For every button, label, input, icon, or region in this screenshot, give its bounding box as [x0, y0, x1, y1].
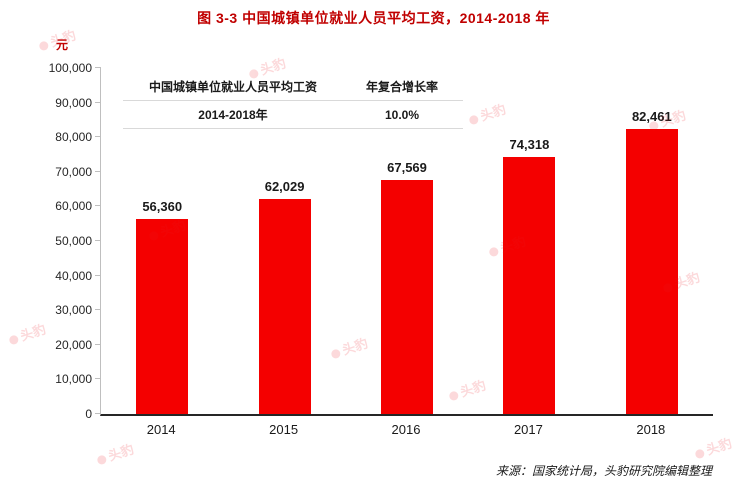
bar-slot: 62,029 [223, 68, 345, 414]
y-tick-mark [95, 274, 101, 276]
bar-value-label: 67,569 [387, 160, 427, 176]
x-axis-label: 2016 [391, 422, 421, 437]
leopard-logo-icon [96, 454, 108, 466]
x-axis-label: 2014 [146, 422, 176, 437]
y-tick-label: 100,000 [48, 61, 92, 75]
y-tick-mark [95, 101, 101, 103]
y-axis-tick-labels: 0 10,000 20,000 30,000 40,000 50,000 60,000 70,… [0, 61, 92, 421]
bar-2018 [625, 128, 678, 414]
bar-value-label: 82,461 [631, 108, 672, 124]
bar-slot: 82,461 [591, 68, 713, 414]
bar-value-label: 62,029 [264, 179, 305, 195]
y-tick-label: 40,000 [55, 268, 92, 283]
brand-watermark: 头豹 [692, 433, 734, 463]
x-axis-label: 2017 [513, 422, 543, 437]
legend-table: 中国城镇单位就业人员平均工资 年复合增长率 2014-2018年 10.0% [123, 73, 463, 129]
y-tick-mark [95, 309, 101, 311]
y-tick-mark [95, 205, 101, 207]
chart-title: 图 3-3 中国城镇单位就业人员平均工资，2014-2018 年 [197, 10, 550, 26]
y-tick-mark [95, 413, 101, 414]
legend-series-header: 中国城镇单位就业人员平均工资 [148, 80, 317, 94]
y-tick-mark [95, 170, 101, 172]
y-tick-label: 70,000 [55, 164, 92, 179]
y-tick-label: 10,000 [55, 372, 92, 387]
x-axis-label: 2015 [269, 422, 299, 437]
bar-2014 [136, 219, 189, 414]
bar-2015 [258, 199, 311, 414]
y-tick-label: 20,000 [55, 337, 92, 352]
y-tick-label: 60,000 [55, 199, 92, 214]
y-tick-label: 50,000 [55, 234, 92, 248]
x-axis-labels: 2014 2015 2016 2017 2018 [100, 422, 712, 437]
bar-2017 [503, 156, 556, 414]
bar-value-label: 56,360 [142, 199, 183, 214]
bar-slot: 67,569 [346, 68, 468, 414]
source-note: 来源：国家统计局，头豹研究院编辑整理 [495, 464, 712, 478]
x-axis-label: 2018 [636, 422, 666, 437]
legend-series-value: 2014-2018年 [198, 108, 268, 122]
brand-watermark: 头豹 [94, 439, 136, 469]
y-tick-mark [95, 240, 101, 241]
y-tick-label: 0 [85, 407, 92, 421]
y-axis-unit-label: 元 [56, 38, 69, 52]
legend-table-value-row: 2014-2018年 10.0% [123, 101, 463, 129]
y-tick-label: 90,000 [55, 95, 92, 110]
plot-area: 中国城镇单位就业人员平均工资 年复合增长率 2014-2018年 10.0% 5… [95, 67, 713, 416]
watermark-label: 头豹 [106, 441, 136, 464]
y-tick-mark [95, 343, 101, 345]
bar-slot: 56,360 [101, 68, 223, 414]
y-tick-mark [95, 378, 101, 380]
legend-table-header-row: 中国城镇单位就业人员平均工资 年复合增长率 [123, 73, 463, 101]
watermark-label: 头豹 [704, 435, 734, 458]
y-tick-mark [95, 136, 101, 138]
y-tick-label: 30,000 [55, 303, 92, 318]
bar-value-label: 74,318 [509, 136, 550, 152]
legend-cagr-value: 10.0% [384, 107, 420, 122]
bars-container: 56,360 62,029 67,569 74,318 82,461 [101, 68, 713, 414]
legend-cagr-header: 年复合增长率 [365, 80, 438, 94]
leopard-logo-icon [38, 40, 50, 52]
leopard-logo-icon [694, 448, 706, 460]
y-tick-mark [95, 67, 101, 68]
y-tick-label: 80,000 [55, 130, 92, 145]
bar-2016 [381, 180, 434, 414]
bar-slot: 74,318 [468, 68, 590, 414]
